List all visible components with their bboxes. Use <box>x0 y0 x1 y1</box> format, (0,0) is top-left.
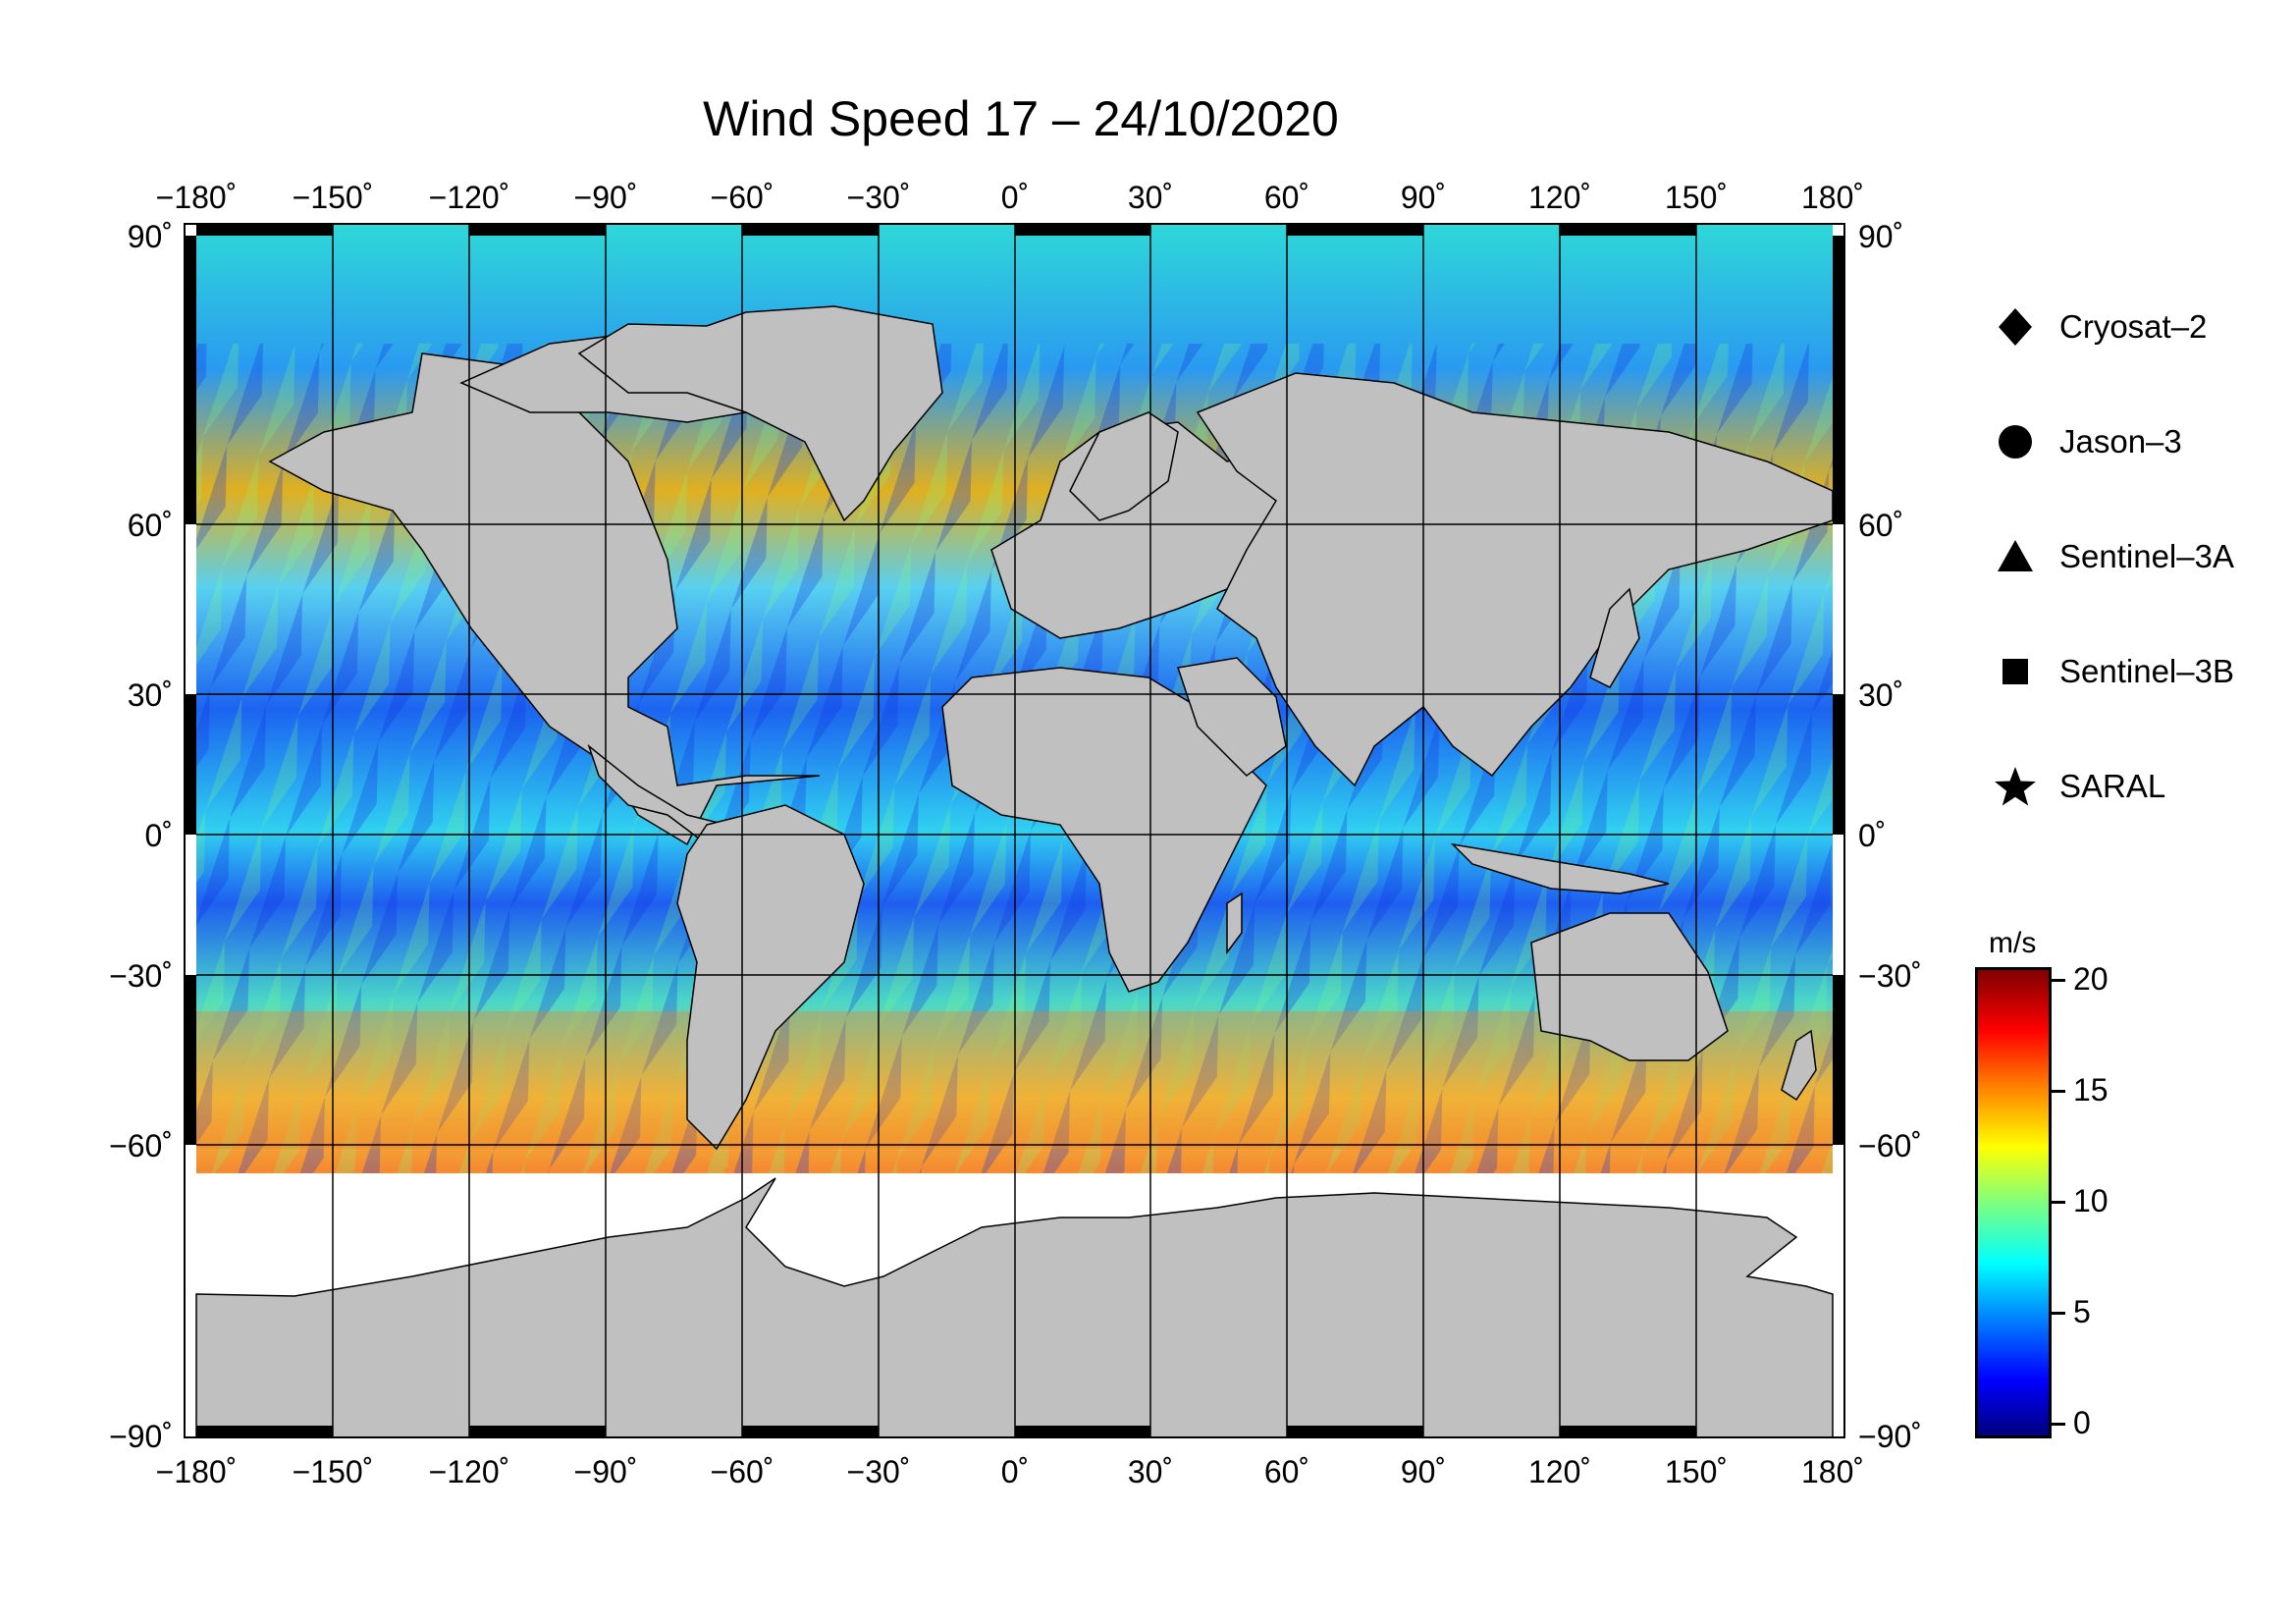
lon-tick-label: −30˚ <box>847 1454 911 1489</box>
legend-label: Sentinel–3A <box>2059 538 2234 574</box>
colorbar-tick-label: 5 <box>2073 1294 2091 1329</box>
legend-label: Cryosat–2 <box>2059 308 2208 345</box>
legend-item-jason-3: Jason–3 <box>1993 417 2182 466</box>
lat-tick-label: −90˚ <box>109 1419 173 1454</box>
lon-tick-label: −180˚ <box>156 180 238 215</box>
lon-tick-label: 0˚ <box>1001 1454 1029 1489</box>
lat-tick-label: −60˚ <box>1858 1128 1922 1163</box>
lon-tick-label: −90˚ <box>574 180 638 215</box>
diamond-icon <box>1999 308 2032 346</box>
lat-tick-label: −30˚ <box>109 958 173 994</box>
colorbar-unit-label: m/s <box>1989 927 2037 959</box>
legend-label: Jason–3 <box>2059 423 2182 460</box>
colorbar <box>1975 967 2052 1438</box>
lon-tick-label: 90˚ <box>1401 180 1446 215</box>
lon-tick-label: −120˚ <box>429 180 510 215</box>
lon-tick-label: 30˚ <box>1128 1454 1173 1489</box>
lon-tick-label: −60˚ <box>711 1454 774 1489</box>
lat-tick-label: 0˚ <box>145 818 173 853</box>
page-title: Wind Speed 17 – 24/10/2020 <box>703 91 1339 146</box>
lat-tick-label: 60˚ <box>1858 508 1903 543</box>
legend-label: SARAL <box>2059 768 2166 804</box>
lon-tick-label: −150˚ <box>293 180 374 215</box>
lat-tick-label: 30˚ <box>1858 677 1903 713</box>
square-icon <box>2002 659 2028 684</box>
lon-tick-label: −150˚ <box>293 1454 374 1489</box>
colorbar-tick <box>2052 1423 2065 1426</box>
colorbar-tick <box>2052 1312 2065 1315</box>
lat-tick-label: 90˚ <box>1858 219 1903 254</box>
colorbar-tick-label: 0 <box>2073 1405 2091 1440</box>
colorbar-tick-label: 15 <box>2073 1072 2109 1108</box>
lon-tick-label: 150˚ <box>1665 180 1728 215</box>
lon-tick-label: −90˚ <box>574 1454 638 1489</box>
triangle-icon <box>1998 540 2033 571</box>
lon-tick-label: 0˚ <box>1001 180 1029 215</box>
star-icon <box>1995 767 2036 806</box>
lon-axis-top: −180˚ −150˚ −120˚ −90˚ −60˚ −30˚ 0˚ 30˚ … <box>156 180 1864 215</box>
lat-tick-label: −60˚ <box>109 1128 173 1163</box>
lon-tick-label: −60˚ <box>711 180 774 215</box>
legend-item-cryosat-2: Cryosat–2 <box>1993 302 2207 352</box>
colorbar-tick <box>2052 1201 2065 1204</box>
colorbar-tick-label: 10 <box>2073 1183 2109 1218</box>
legend-item-sentinel-3b: Sentinel–3B <box>1993 647 2234 696</box>
map-frame <box>184 223 1845 1438</box>
lon-tick-label: 90˚ <box>1401 1454 1446 1489</box>
lat-tick-label: 0˚ <box>1858 818 1886 853</box>
colorbar-tick-label: 20 <box>2073 961 2109 997</box>
lat-tick-label: 30˚ <box>128 677 173 713</box>
lat-tick-label: −90˚ <box>1858 1419 1922 1454</box>
lat-tick-label: 60˚ <box>128 508 173 543</box>
lat-axis-right: 90˚ 60˚ 30˚ 0˚ −30˚ −60˚ −90˚ <box>1858 219 1922 1454</box>
colorbar-tick <box>2052 979 2065 982</box>
legend-item-sentinel-3a: Sentinel–3A <box>1993 532 2234 581</box>
legend-label: Sentinel–3B <box>2059 653 2234 689</box>
lon-tick-label: 60˚ <box>1264 180 1309 215</box>
lon-tick-label: 150˚ <box>1665 1454 1728 1489</box>
lat-tick-label: 90˚ <box>128 219 173 254</box>
circle-icon <box>1999 425 2032 459</box>
colorbar-tick <box>2052 1090 2065 1093</box>
legend-item-saral: SARAL <box>1993 762 2165 811</box>
lon-tick-label: −120˚ <box>429 1454 510 1489</box>
lat-axis-left: 90˚ 60˚ 30˚ 0˚ −30˚ −60˚ −90˚ <box>109 219 173 1454</box>
lon-tick-label: 180˚ <box>1801 1454 1864 1489</box>
lat-tick-label: −30˚ <box>1858 958 1922 994</box>
lon-tick-label: 60˚ <box>1264 1454 1309 1489</box>
lon-tick-label: 120˚ <box>1528 180 1591 215</box>
lon-tick-label: 30˚ <box>1128 180 1173 215</box>
graticule <box>196 224 1833 1437</box>
lon-tick-label: 180˚ <box>1801 180 1864 215</box>
lon-axis-bottom: −180˚ −150˚ −120˚ −90˚ −60˚ −30˚ 0˚ 30˚ … <box>156 1454 1864 1489</box>
lon-tick-label: −30˚ <box>847 180 911 215</box>
lon-tick-label: 120˚ <box>1528 1454 1591 1489</box>
lon-tick-label: −180˚ <box>156 1454 238 1489</box>
